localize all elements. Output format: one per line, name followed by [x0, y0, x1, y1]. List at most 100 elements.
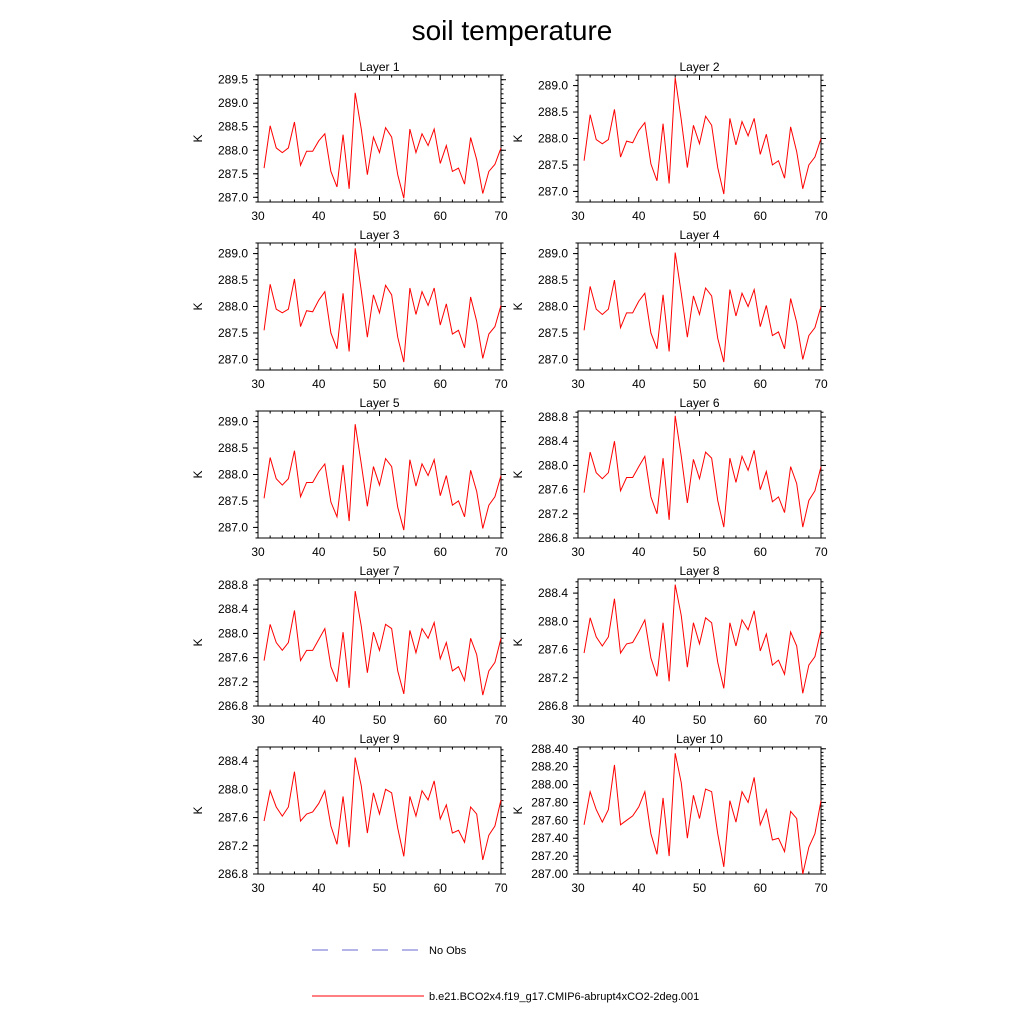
y-tick-label: 287.6 — [218, 651, 248, 665]
y-tick-label: 288.5 — [218, 441, 248, 455]
y-tick-label: 289.0 — [218, 247, 248, 261]
plot-frame — [257, 410, 502, 539]
series-line — [263, 591, 502, 696]
x-tick-label: 30 — [571, 713, 585, 727]
y-axis-label: K — [511, 806, 525, 814]
x-tick-label: 40 — [632, 713, 646, 727]
y-axis-label: K — [191, 806, 205, 814]
y-tick-label: 287.2 — [218, 839, 248, 853]
y-tick-label: 289.5 — [218, 73, 248, 87]
panel-layer-4: Layer 4 30 40 50 60 70 287.0 287.5 288.0 288.5 289… — [511, 228, 828, 391]
y-tick-label: 287.6 — [218, 811, 248, 825]
x-tick-label: 60 — [434, 545, 448, 559]
y-tick-label: 288.0 — [538, 132, 568, 146]
x-tick-label: 50 — [693, 209, 707, 223]
y-tick-label: 288.5 — [218, 120, 248, 134]
panel-layer-8: Layer 8 30 40 50 60 70 286.8 287.2 287.6 288.0 288… — [511, 564, 828, 727]
x-tick-label: 60 — [754, 377, 768, 391]
plot-frame — [577, 74, 822, 203]
plot-frame — [257, 578, 502, 707]
y-axis-label: K — [191, 134, 205, 142]
y-tick-label: 289.0 — [218, 96, 248, 110]
y-axis-label: K — [191, 470, 205, 478]
series-line — [263, 424, 502, 531]
y-tick-label: 288.4 — [538, 586, 568, 600]
series-line — [583, 753, 822, 875]
x-tick-label: 40 — [312, 209, 326, 223]
panel-title: Layer 10 — [676, 732, 723, 746]
y-tick-label: 286.8 — [538, 699, 568, 713]
y-tick-label: 287.00 — [531, 867, 568, 881]
y-tick-label: 287.0 — [218, 352, 248, 366]
x-tick-label: 30 — [251, 377, 265, 391]
y-axis-label: K — [511, 470, 525, 478]
y-tick-label: 288.0 — [538, 458, 568, 472]
panel-title: Layer 7 — [359, 564, 399, 578]
legend: No Obs b.e21.BCO2x4.f19_g17.CMIP6-abrupt… — [312, 945, 699, 1003]
x-tick-label: 50 — [693, 881, 707, 895]
y-tick-label: 287.5 — [538, 326, 568, 340]
series-line — [263, 92, 502, 199]
series-line — [263, 248, 502, 363]
x-tick-label: 70 — [814, 377, 828, 391]
x-tick-label: 40 — [632, 881, 646, 895]
x-tick-label: 50 — [693, 713, 707, 727]
panel-layer-5: Layer 5 30 40 50 60 70 287.0 287.5 288.0 288.5 289… — [191, 396, 508, 559]
series-line — [583, 252, 822, 363]
x-tick-label: 60 — [754, 713, 768, 727]
panel-title: Layer 5 — [359, 396, 399, 410]
x-tick-label: 40 — [632, 209, 646, 223]
y-tick-label: 287.5 — [538, 158, 568, 172]
y-tick-label: 286.8 — [538, 531, 568, 545]
x-tick-label: 30 — [571, 881, 585, 895]
y-tick-label: 288.5 — [538, 105, 568, 119]
y-axis-label: K — [191, 302, 205, 310]
panel-title: Layer 8 — [679, 564, 719, 578]
y-tick-label: 288.0 — [538, 300, 568, 314]
panel-layer-10: Layer 10 30 40 50 60 70 287.00 287.20 287.40 287.… — [511, 732, 828, 895]
x-tick-label: 50 — [373, 881, 387, 895]
x-tick-label: 60 — [754, 545, 768, 559]
panel-layer-1: Layer 1 30 40 50 60 70 287.0 287.5 288.0 288.5 289… — [191, 60, 508, 223]
x-tick-label: 30 — [571, 545, 585, 559]
x-tick-label: 60 — [434, 881, 448, 895]
y-tick-label: 287.0 — [538, 184, 568, 198]
panel-layer-3: Layer 3 30 40 50 60 70 287.0 287.5 288.0 288.5 289… — [191, 228, 508, 391]
y-tick-label: 287.40 — [531, 831, 568, 845]
panel-title: Layer 1 — [359, 60, 399, 74]
x-tick-label: 50 — [693, 377, 707, 391]
y-tick-label: 288.20 — [531, 760, 568, 774]
x-tick-label: 50 — [373, 377, 387, 391]
x-tick-label: 70 — [494, 377, 508, 391]
y-tick-label: 287.5 — [218, 167, 248, 181]
x-tick-label: 30 — [251, 713, 265, 727]
series-line — [583, 77, 822, 195]
x-tick-label: 70 — [814, 209, 828, 223]
panel-layer-9: Layer 9 30 40 50 60 70 286.8 287.2 287.6 288.0 288… — [191, 732, 508, 895]
panel-title: Layer 3 — [359, 228, 399, 242]
series-line — [263, 757, 502, 861]
x-tick-label: 60 — [434, 209, 448, 223]
y-tick-label: 288.8 — [538, 410, 568, 424]
series-line — [583, 415, 822, 528]
x-tick-label: 40 — [312, 377, 326, 391]
y-tick-label: 287.0 — [538, 352, 568, 366]
y-tick-label: 287.2 — [218, 675, 248, 689]
y-axis-label: K — [511, 638, 525, 646]
x-tick-label: 60 — [434, 377, 448, 391]
y-tick-label: 287.5 — [218, 326, 248, 340]
y-tick-label: 287.20 — [531, 849, 568, 863]
panel-layer-6: Layer 6 30 40 50 60 70 286.8 287.2 287.6 288.0 288… — [511, 396, 828, 559]
y-tick-label: 288.8 — [218, 578, 248, 592]
y-tick-label: 288.40 — [531, 742, 568, 756]
y-tick-label: 288.0 — [218, 468, 248, 482]
x-tick-label: 30 — [571, 209, 585, 223]
x-tick-label: 60 — [434, 713, 448, 727]
x-tick-label: 70 — [494, 209, 508, 223]
panel-layer-2: Layer 2 30 40 50 60 70 287.0 287.5 288.0 288.5 289… — [511, 60, 828, 223]
x-tick-label: 60 — [754, 209, 768, 223]
x-tick-label: 50 — [373, 713, 387, 727]
panel-title: Layer 4 — [679, 228, 719, 242]
plot-frame — [257, 242, 502, 371]
